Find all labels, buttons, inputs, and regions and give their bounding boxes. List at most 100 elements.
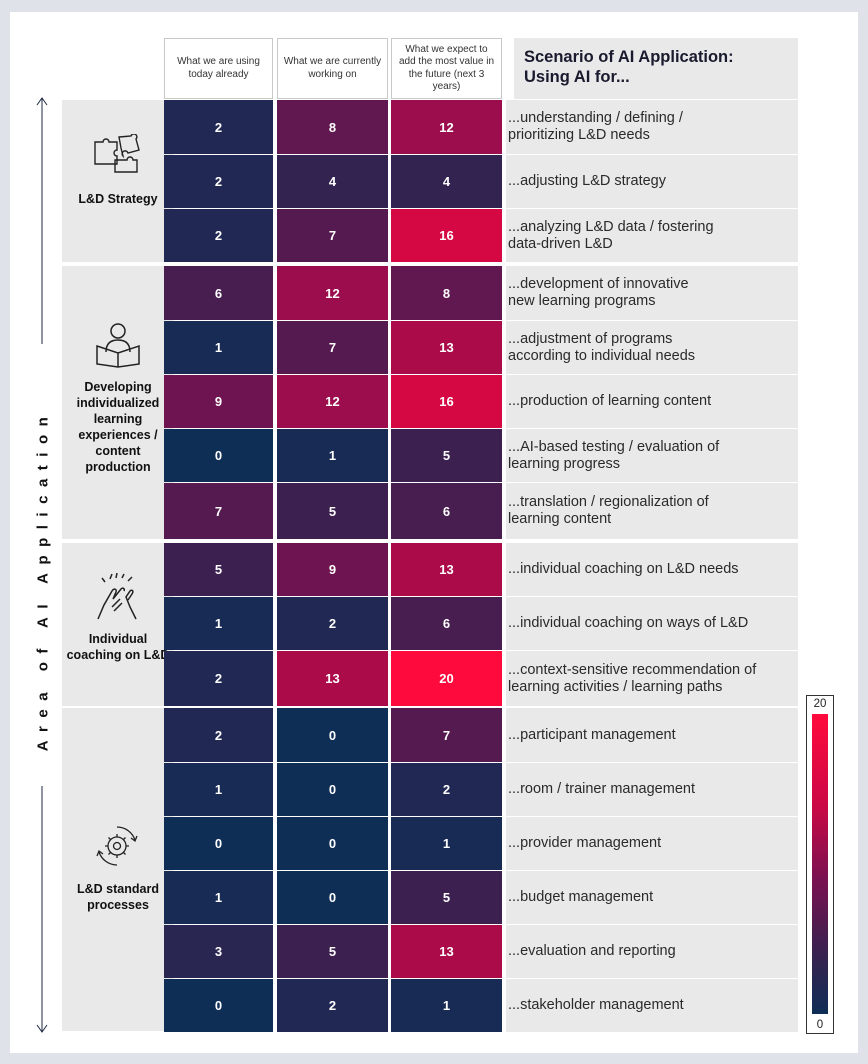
scenario-row: ...development of innovative new learnin… [506,266,798,320]
heatmap-cell: 0 [277,708,388,762]
scenario-row: ...evaluation and reporting [506,925,798,978]
scenario-label: ...context-sensitive recommendation of l… [508,661,757,695]
heatmap-cell: 0 [277,871,388,924]
heatmap-cell: 7 [277,321,388,374]
heatmap-cell: 3 [164,925,273,978]
scenario-row: ...budget management [506,871,798,924]
heatmap-cell: 13 [391,543,502,596]
column-header-future: What we expect to add the most value in … [391,38,502,99]
scenario-label: ...translation / regionalization of lear… [508,494,709,527]
gear-cycle-icon [96,826,138,866]
heatmap-cell: 7 [277,209,388,262]
heatmap-cell: 0 [164,817,273,870]
high-five-icon [97,573,137,620]
heatmap-cell: 1 [164,871,273,924]
heatmap-cell: 7 [164,483,273,539]
scenario-row: ...individual coaching on L&D needs [506,543,798,596]
heatmap-cell: 1 [391,817,502,870]
area-learning-experiences: Developing individualized learning exper… [62,266,174,539]
scenario-row: ...understanding / defining / prioritizi… [506,100,798,154]
area-label-individual-coaching: Individual coaching on L&D [66,632,170,662]
reader-icon [96,323,140,368]
heatmap-cell: 8 [391,266,502,320]
scenario-row: ...analyzing L&D data / fostering data-d… [506,209,798,262]
scenario-row: ...AI-based testing / evaluation of lear… [506,429,798,482]
scenario-label: ...analyzing L&D data / fostering data-d… [508,218,714,252]
scenario-row: ...adjustment of programs according to i… [506,321,798,374]
scenario-label: ...participant management [508,726,676,743]
heatmap-cell: 5 [277,925,388,978]
axis-title: Area of AI Application [34,408,52,752]
heatmap-cell: 6 [391,597,502,650]
heatmap-cell: 1 [391,979,502,1032]
heatmap-cell: 2 [164,708,273,762]
scenario-label: ...development of innovative new learnin… [508,276,689,309]
scenario-header-line1: Scenario of AI Application: [524,48,734,66]
color-scale-legend: 20 0 [806,695,834,1034]
heatmap-cell: 1 [164,597,273,650]
scenario-label: ...stakeholder management [508,997,684,1013]
scenario-row: ...translation / regionalization of lear… [506,483,798,539]
heatmap-cell: 16 [391,375,502,428]
heatmap-cell: 4 [277,155,388,208]
scenario-label: ...adjustment of programs according to i… [508,330,696,364]
axis-arrow [36,97,48,1033]
axis-arrowhead-down [36,1024,48,1033]
heatmap-cell: 5 [277,483,388,539]
heatmap-cell: 2 [164,100,273,154]
heatmap-cell: 2 [391,763,502,816]
area-ld-strategy: L&D Strategy [62,100,174,262]
heatmap-cell: 1 [164,763,273,816]
color-scale-bar [812,714,828,1014]
heatmap-cell: 6 [164,266,273,320]
color-scale-max-label: 20 [813,698,827,710]
heatmap-cell: 2 [277,979,388,1032]
column-header-future-label: What we expect to add the most value in … [398,43,495,93]
scenario-label: ...individual coaching on ways of L&D [508,615,749,631]
heatmap-cell: 1 [164,321,273,374]
heatmap-cell: 6 [391,483,502,539]
scenario-row: ...production of learning content [506,375,798,428]
scenario-label: ...provider management [508,835,662,851]
heatmap-cell: 2 [164,155,273,208]
chart-card: What we are using today already What we … [10,12,858,1053]
scenario-label: ...adjusting L&D strategy [508,173,666,189]
scenario-label: ...understanding / defining / prioritizi… [508,110,683,143]
puzzle-icon [94,134,140,173]
scenario-row: ...room / trainer management [506,763,798,816]
heatmap-cell: 9 [277,543,388,596]
scenario-row: ...individual coaching on ways of L&D [506,597,798,650]
scenario-row: ...context-sensitive recommendation of l… [506,651,798,706]
heatmap-cell: 7 [391,708,502,762]
scenario-row: ...stakeholder management [506,979,798,1032]
color-scale-min-label: 0 [816,1019,824,1031]
heatmap-cell: 5 [391,871,502,924]
area-standard-processes: L&D standard processes [62,708,174,1031]
heatmap-cell: 5 [391,429,502,482]
heatmap-cell: 0 [164,979,273,1032]
heatmap-cell: 12 [277,375,388,428]
scenario-label: ...budget management [508,889,654,905]
column-header-working-label: What we are currently working on [283,56,382,80]
heatmap-cell: 0 [277,817,388,870]
heatmap-cell: 5 [164,543,273,596]
column-header-working: What we are currently working on [277,38,388,99]
column-header-today-label: What we are using today already [177,56,260,80]
scenario-header-line2: Using AI for... [524,68,630,86]
heatmap-cell: 4 [391,155,502,208]
area-label-learning-experiences: Developing individualized learning exper… [76,380,160,474]
area-individual-coaching: Individual coaching on L&D [62,543,174,706]
area-label-ld-strategy: L&D Strategy [78,192,158,206]
heatmap-cell: 16 [391,209,502,262]
heatmap-cell: 1 [277,429,388,482]
heatmap-cell: 12 [277,266,388,320]
heatmap-cell: 13 [391,321,502,374]
scenario-row: ...provider management [506,817,798,870]
heatmap-cell: 0 [164,429,273,482]
heatmap-cell: 0 [277,763,388,816]
scenario-label: ...evaluation and reporting [508,943,676,959]
heatmap-cell: 8 [277,100,388,154]
heatmap-cell: 2 [164,651,273,706]
heatmap-cell: 20 [391,651,502,706]
scenario-label: ...individual coaching on L&D needs [508,561,739,577]
